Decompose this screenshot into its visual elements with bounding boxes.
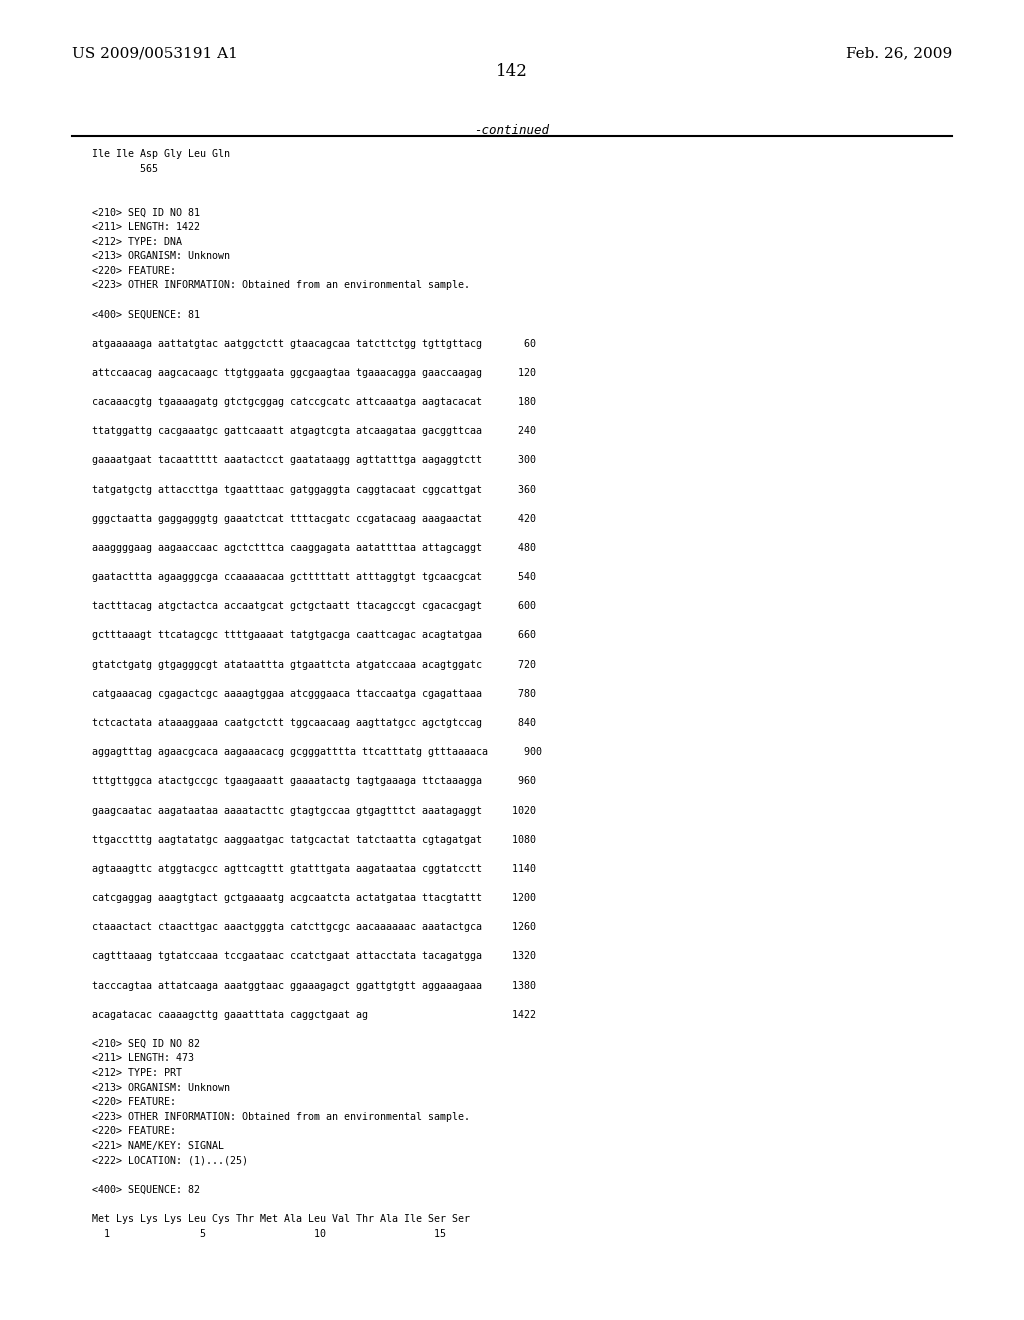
Text: gggctaatta gaggagggtg gaaatctcat ttttacgatc ccgatacaag aaagaactat      420: gggctaatta gaggagggtg gaaatctcat ttttacg… — [92, 513, 537, 524]
Text: Met Lys Lys Lys Leu Cys Thr Met Ala Leu Val Thr Ala Ile Ser Ser: Met Lys Lys Lys Leu Cys Thr Met Ala Leu … — [92, 1214, 470, 1224]
Text: <220> FEATURE:: <220> FEATURE: — [92, 265, 176, 276]
Text: <220> FEATURE:: <220> FEATURE: — [92, 1126, 176, 1137]
Text: <211> LENGTH: 1422: <211> LENGTH: 1422 — [92, 222, 200, 232]
Text: <212> TYPE: DNA: <212> TYPE: DNA — [92, 236, 182, 247]
Text: tttgttggca atactgccgc tgaagaaatt gaaaatactg tagtgaaaga ttctaaagga      960: tttgttggca atactgccgc tgaagaaatt gaaaata… — [92, 776, 537, 787]
Text: 142: 142 — [496, 63, 528, 81]
Text: US 2009/0053191 A1: US 2009/0053191 A1 — [72, 46, 238, 61]
Text: attccaacag aagcacaagc ttgtggaata ggcgaagtaa tgaaacagga gaaccaagag      120: attccaacag aagcacaagc ttgtggaata ggcgaag… — [92, 368, 537, 378]
Text: <223> OTHER INFORMATION: Obtained from an environmental sample.: <223> OTHER INFORMATION: Obtained from a… — [92, 1111, 470, 1122]
Text: <220> FEATURE:: <220> FEATURE: — [92, 1097, 176, 1107]
Text: aggagtttag agaacgcaca aagaaacacg gcgggatttta ttcatttatg gtttaaaaca      900: aggagtttag agaacgcaca aagaaacacg gcgggat… — [92, 747, 542, 758]
Text: ctaaactact ctaacttgac aaactgggta catcttgcgc aacaaaaaac aaatactgca     1260: ctaaactact ctaacttgac aaactgggta catcttg… — [92, 923, 537, 932]
Text: ttatggattg cacgaaatgc gattcaaatt atgagtcgta atcaagataa gacggttcaa      240: ttatggattg cacgaaatgc gattcaaatt atgagtc… — [92, 426, 537, 437]
Text: catcgaggag aaagtgtact gctgaaaatg acgcaatcta actatgataa ttacgtattt     1200: catcgaggag aaagtgtact gctgaaaatg acgcaat… — [92, 894, 537, 903]
Text: Ile Ile Asp Gly Leu Gln: Ile Ile Asp Gly Leu Gln — [92, 149, 230, 160]
Text: gtatctgatg gtgagggcgt atataattta gtgaattcta atgatccaaa acagtggatc      720: gtatctgatg gtgagggcgt atataattta gtgaatt… — [92, 660, 537, 669]
Text: catgaaacag cgagactcgc aaaagtggaa atcgggaaca ttaccaatga cgagattaaa      780: catgaaacag cgagactcgc aaaagtggaa atcggga… — [92, 689, 537, 698]
Text: <213> ORGANISM: Unknown: <213> ORGANISM: Unknown — [92, 251, 230, 261]
Text: atgaaaaaga aattatgtac aatggctctt gtaacagcaa tatcttctgg tgttgttacg       60: atgaaaaaga aattatgtac aatggctctt gtaacag… — [92, 339, 537, 348]
Text: tctcactata ataaaggaaa caatgctctt tggcaacaag aagttatgcc agctgtccag      840: tctcactata ataaaggaaa caatgctctt tggcaac… — [92, 718, 537, 729]
Text: <400> SEQUENCE: 81: <400> SEQUENCE: 81 — [92, 310, 200, 319]
Text: <221> NAME/KEY: SIGNAL: <221> NAME/KEY: SIGNAL — [92, 1140, 224, 1151]
Text: gaagcaatac aagataataa aaaatacttc gtagtgccaa gtgagtttct aaatagaggt     1020: gaagcaatac aagataataa aaaatacttc gtagtgc… — [92, 805, 537, 816]
Text: <210> SEQ ID NO 81: <210> SEQ ID NO 81 — [92, 207, 200, 218]
Text: 1               5                  10                  15: 1 5 10 15 — [92, 1229, 446, 1238]
Text: tacccagtaa attatcaaga aaatggtaac ggaaagagct ggattgtgtt aggaaagaaa     1380: tacccagtaa attatcaaga aaatggtaac ggaaaga… — [92, 981, 537, 990]
Text: ttgacctttg aagtatatgc aaggaatgac tatgcactat tatctaatta cgtagatgat     1080: ttgacctttg aagtatatgc aaggaatgac tatgcac… — [92, 834, 537, 845]
Text: agtaaagttc atggtacgcc agttcagttt gtatttgata aagataataa cggtatcctt     1140: agtaaagttc atggtacgcc agttcagttt gtatttg… — [92, 863, 537, 874]
Text: <222> LOCATION: (1)...(25): <222> LOCATION: (1)...(25) — [92, 1155, 248, 1166]
Text: acagatacac caaaagcttg gaaatttata caggctgaat ag                        1422: acagatacac caaaagcttg gaaatttata caggctg… — [92, 1010, 537, 1020]
Text: gaatacttta agaagggcga ccaaaaacaa gctttttatt atttaggtgt tgcaacgcat      540: gaatacttta agaagggcga ccaaaaacaa gcttttt… — [92, 572, 537, 582]
Text: <211> LENGTH: 473: <211> LENGTH: 473 — [92, 1053, 195, 1064]
Text: gctttaaagt ttcatagcgc ttttgaaaat tatgtgacga caattcagac acagtatgaa      660: gctttaaagt ttcatagcgc ttttgaaaat tatgtga… — [92, 631, 537, 640]
Text: tatgatgctg attaccttga tgaatttaac gatggaggta caggtacaat cggcattgat      360: tatgatgctg attaccttga tgaatttaac gatggag… — [92, 484, 537, 495]
Text: <210> SEQ ID NO 82: <210> SEQ ID NO 82 — [92, 1039, 200, 1049]
Text: <400> SEQUENCE: 82: <400> SEQUENCE: 82 — [92, 1185, 200, 1195]
Text: <223> OTHER INFORMATION: Obtained from an environmental sample.: <223> OTHER INFORMATION: Obtained from a… — [92, 280, 470, 290]
Text: <213> ORGANISM: Unknown: <213> ORGANISM: Unknown — [92, 1082, 230, 1093]
Text: aaaggggaag aagaaccaac agctctttca caaggagata aatattttaa attagcaggt      480: aaaggggaag aagaaccaac agctctttca caaggag… — [92, 543, 537, 553]
Text: cacaaacgtg tgaaaagatg gtctgcggag catccgcatc attcaaatga aagtacacat      180: cacaaacgtg tgaaaagatg gtctgcggag catccgc… — [92, 397, 537, 407]
Text: <212> TYPE: PRT: <212> TYPE: PRT — [92, 1068, 182, 1078]
Text: Feb. 26, 2009: Feb. 26, 2009 — [846, 46, 952, 61]
Text: cagtttaaag tgtatccaaa tccgaataac ccatctgaat attacctata tacagatgga     1320: cagtttaaag tgtatccaaa tccgaataac ccatctg… — [92, 952, 537, 961]
Text: 565: 565 — [92, 164, 158, 174]
Text: gaaaatgaat tacaattttt aaatactcct gaatataagg agttatttga aagaggtctt      300: gaaaatgaat tacaattttt aaatactcct gaatata… — [92, 455, 537, 466]
Text: tactttacag atgctactca accaatgcat gctgctaatt ttacagccgt cgacacgagt      600: tactttacag atgctactca accaatgcat gctgcta… — [92, 602, 537, 611]
Text: -continued: -continued — [474, 124, 550, 137]
